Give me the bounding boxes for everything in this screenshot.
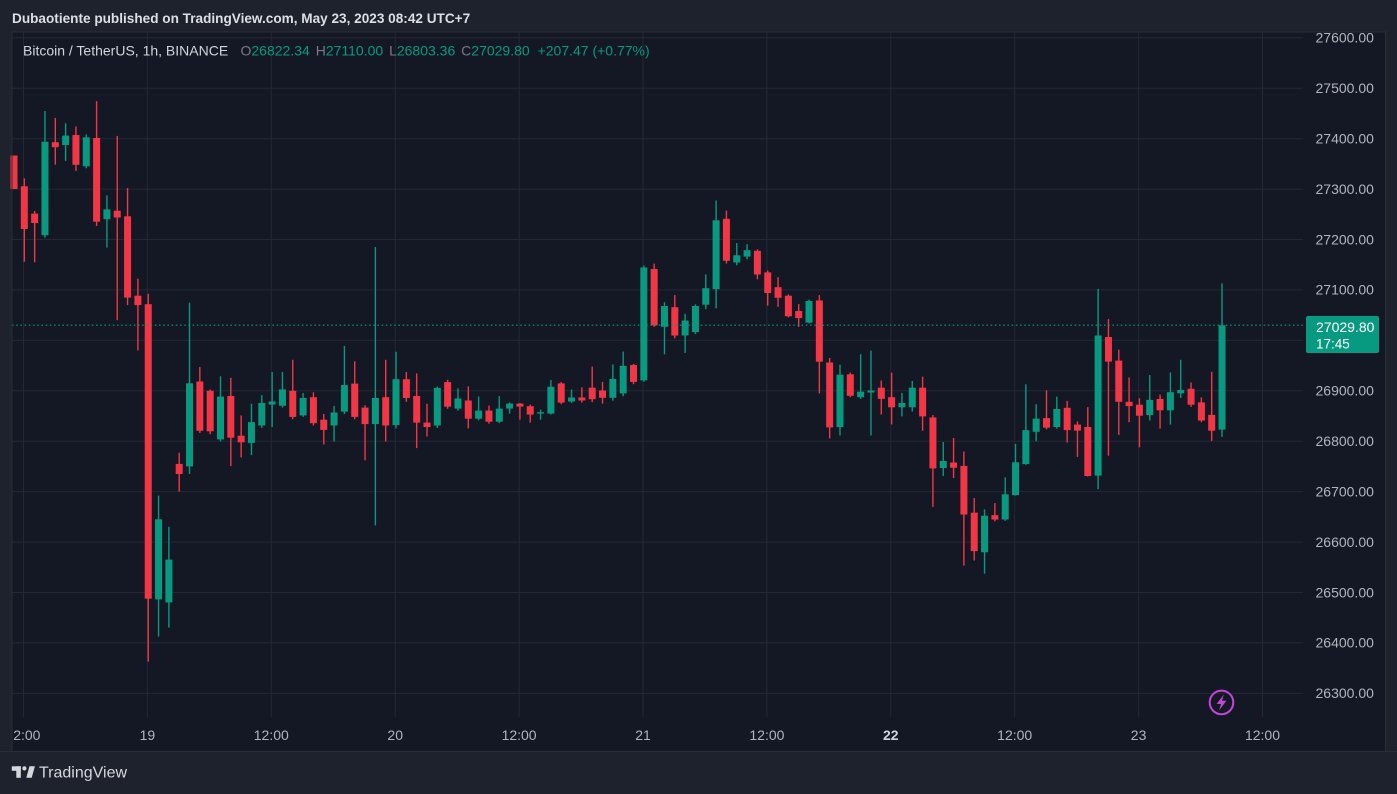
svg-text:Bitcoin / TetherUS, 1h, BINANC: Bitcoin / TetherUS, 1h, BINANCE [23,43,228,59]
svg-text:12:00: 12:00 [749,727,784,743]
svg-text:27200.00: 27200.00 [1316,231,1375,247]
svg-text:Dubaotiente published on Tradi: Dubaotiente published on TradingView.com… [12,11,470,26]
svg-text:26500.00: 26500.00 [1316,584,1375,600]
svg-text:27100.00: 27100.00 [1316,282,1375,298]
svg-text:2:00: 2:00 [13,727,40,743]
svg-text:26800.00: 26800.00 [1316,433,1375,449]
svg-text:26900.00: 26900.00 [1316,383,1375,399]
svg-text:23: 23 [1131,727,1147,743]
svg-text:26300.00: 26300.00 [1316,685,1375,701]
svg-text:27500.00: 27500.00 [1316,80,1375,96]
svg-text:27300.00: 27300.00 [1316,181,1375,197]
svg-text:26400.00: 26400.00 [1316,635,1375,651]
svg-text:12:00: 12:00 [997,727,1032,743]
svg-text:20: 20 [387,727,403,743]
svg-text:12:00: 12:00 [502,727,537,743]
svg-text:26700.00: 26700.00 [1316,483,1375,499]
svg-text:27400.00: 27400.00 [1316,131,1375,147]
svg-text:27600.00: 27600.00 [1316,30,1375,46]
svg-text:TradingView: TradingView [39,765,127,782]
svg-text:21: 21 [635,727,651,743]
svg-text:17:45: 17:45 [1316,337,1350,352]
svg-text:19: 19 [140,727,156,743]
svg-text:12:00: 12:00 [254,727,289,743]
svg-text:22: 22 [883,727,899,743]
svg-text:26600.00: 26600.00 [1316,534,1375,550]
svg-text:12:00: 12:00 [1245,727,1280,743]
svg-text:O26822.34 H27110.00 L26803.3: O26822.34 H27110.00 L26803.36 C27029.80 … [241,43,650,59]
svg-text:27029.80: 27029.80 [1316,319,1375,335]
